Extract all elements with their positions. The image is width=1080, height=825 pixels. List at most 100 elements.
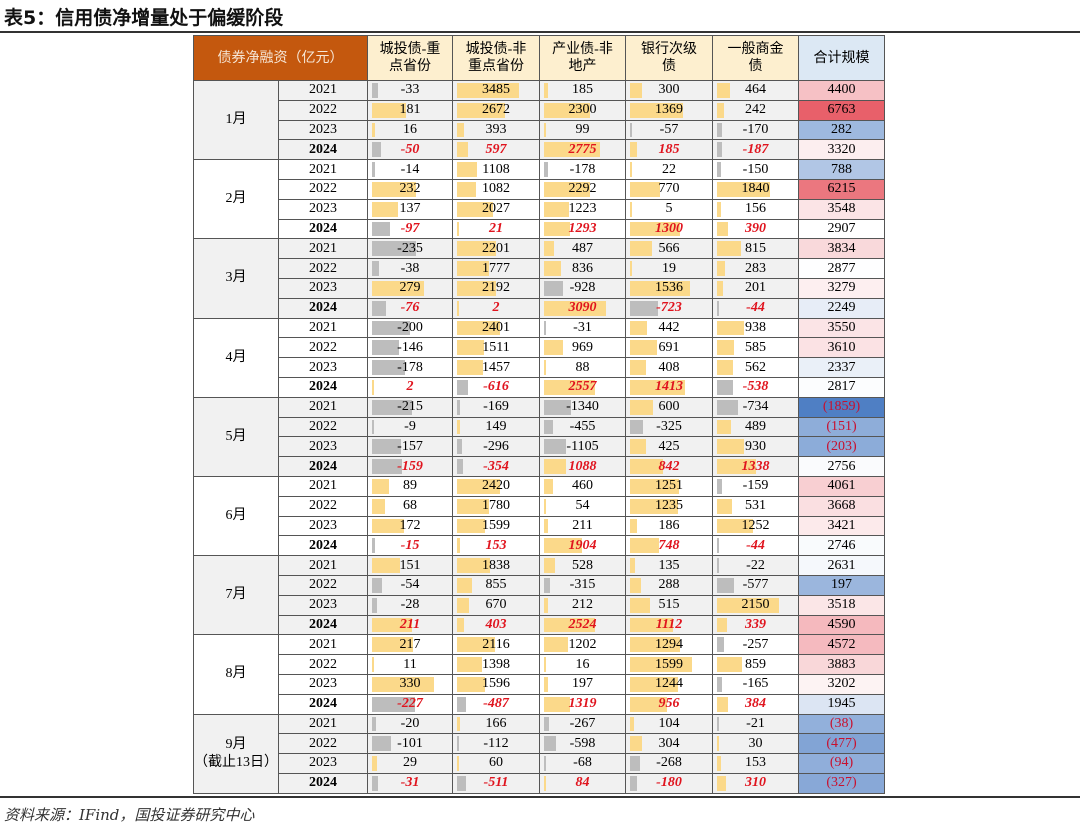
value-text: -723 <box>656 300 682 316</box>
positive-data-bar <box>630 676 679 692</box>
value-cell: 2192 <box>452 277 540 299</box>
positive-data-bar <box>630 657 692 672</box>
total-value: (327) <box>826 775 857 791</box>
value-cell: 60 <box>452 753 540 774</box>
total-value: 2817 <box>827 379 856 395</box>
value-cell: -455 <box>539 416 626 438</box>
value-cell: 1536 <box>625 277 713 299</box>
value-cell: -38 <box>367 258 453 279</box>
value-cell: 181 <box>367 99 453 121</box>
month-cell: 5月 <box>193 396 279 477</box>
value-cell: 279 <box>367 277 453 299</box>
positive-data-bar <box>372 478 389 494</box>
value-cell: -101 <box>367 733 453 755</box>
total-cell: 2337 <box>798 357 885 378</box>
value-cell: 1251 <box>625 475 713 497</box>
total-cell: 2631 <box>798 555 885 576</box>
table-row: 2022 -38 1777 836 19 283 2877 <box>194 258 885 279</box>
negative-data-bar <box>544 280 563 296</box>
positive-data-bar <box>544 340 564 356</box>
value-text: 403 <box>485 616 507 632</box>
total-value: 3202 <box>827 676 856 692</box>
value-text: 425 <box>658 438 680 454</box>
positive-data-bar <box>717 459 756 474</box>
total-cell: 197 <box>798 574 885 596</box>
positive-data-bar <box>630 597 650 613</box>
value-cell: 855 <box>452 574 540 596</box>
total-value: 3320 <box>827 141 856 157</box>
positive-data-bar <box>544 142 600 158</box>
month-label: 9月 <box>225 736 247 752</box>
year-cell: 2024 <box>278 139 368 161</box>
positive-data-bar <box>457 221 459 237</box>
value-text: -33 <box>400 82 420 98</box>
value-text: 1398 <box>482 656 510 672</box>
value-text: 585 <box>745 339 766 355</box>
value-text: -15 <box>400 537 420 553</box>
year-cell: 2024 <box>278 693 368 715</box>
month-label: 3月 <box>225 270 247 286</box>
positive-data-bar <box>457 320 500 336</box>
value-text: 1369 <box>655 102 683 118</box>
negative-data-bar <box>457 736 459 752</box>
value-text: 3485 <box>482 82 510 98</box>
month-cell: 4月 <box>193 317 279 398</box>
table-row: 2022 181 2672 2300 1369 242 6763 <box>194 99 885 121</box>
year-cell: 2021 <box>278 317 368 339</box>
value-text: 2524 <box>568 616 597 632</box>
value-cell: 30 <box>712 733 799 755</box>
positive-data-bar <box>457 360 483 375</box>
value-cell: 211 <box>367 614 453 636</box>
value-text: -50 <box>400 141 420 157</box>
value-text: 242 <box>745 102 766 118</box>
value-text: 1108 <box>482 161 510 177</box>
value-text: -455 <box>569 418 596 434</box>
value-cell: -44 <box>712 297 799 319</box>
negative-data-bar <box>544 716 550 732</box>
value-cell: -76 <box>367 297 453 319</box>
source-note: 资料来源：IFind，国投证券研究中心 <box>4 806 255 824</box>
value-cell: 600 <box>625 396 713 418</box>
value-text: -157 <box>397 438 423 454</box>
positive-data-bar <box>457 142 468 158</box>
value-cell: 1904 <box>539 535 626 557</box>
value-text: 310 <box>745 775 766 791</box>
positive-data-bar <box>544 538 583 554</box>
value-cell: 3485 <box>452 80 540 101</box>
value-text: 201 <box>745 280 766 296</box>
month-sublabel: （截止13日） <box>194 754 278 770</box>
value-cell: 1293 <box>539 218 626 240</box>
value-cell: 842 <box>625 456 713 477</box>
positive-data-bar <box>372 756 378 771</box>
positive-data-bar <box>630 558 636 573</box>
negative-data-bar <box>372 775 378 791</box>
table-row: 2022 -9 149 -455 -325 489 (151) <box>194 416 885 438</box>
value-text: 30 <box>748 735 763 751</box>
value-text: 84 <box>575 775 590 791</box>
value-text: 217 <box>399 636 421 652</box>
value-cell: 68 <box>367 495 453 517</box>
value-cell: 2201 <box>452 238 540 260</box>
value-cell: -31 <box>367 772 453 794</box>
value-text: -146 <box>397 339 423 355</box>
positive-data-bar <box>544 657 546 672</box>
value-cell: 859 <box>712 654 799 675</box>
table-row: 2023 -28 670 212 515 2150 3518 <box>194 594 885 616</box>
total-value: 3518 <box>827 597 856 613</box>
positive-data-bar <box>630 696 668 712</box>
value-cell: -20 <box>367 713 453 735</box>
value-text: 442 <box>658 319 680 335</box>
value-cell: 19 <box>625 258 713 279</box>
value-text: 156 <box>745 201 766 217</box>
value-cell: 1235 <box>625 495 713 517</box>
table-row: 8月 2021 217 2116 1202 1294 -257 4572 <box>193 634 885 715</box>
positive-data-bar <box>372 122 375 138</box>
value-text: 938 <box>745 319 766 335</box>
total-cell: 1945 <box>798 693 885 715</box>
value-text: 815 <box>745 240 766 256</box>
total-cell: 2907 <box>798 218 885 240</box>
negative-data-bar <box>372 577 383 593</box>
total-cell: 3883 <box>798 654 885 675</box>
value-text: 460 <box>572 478 593 494</box>
positive-data-bar <box>717 181 771 197</box>
